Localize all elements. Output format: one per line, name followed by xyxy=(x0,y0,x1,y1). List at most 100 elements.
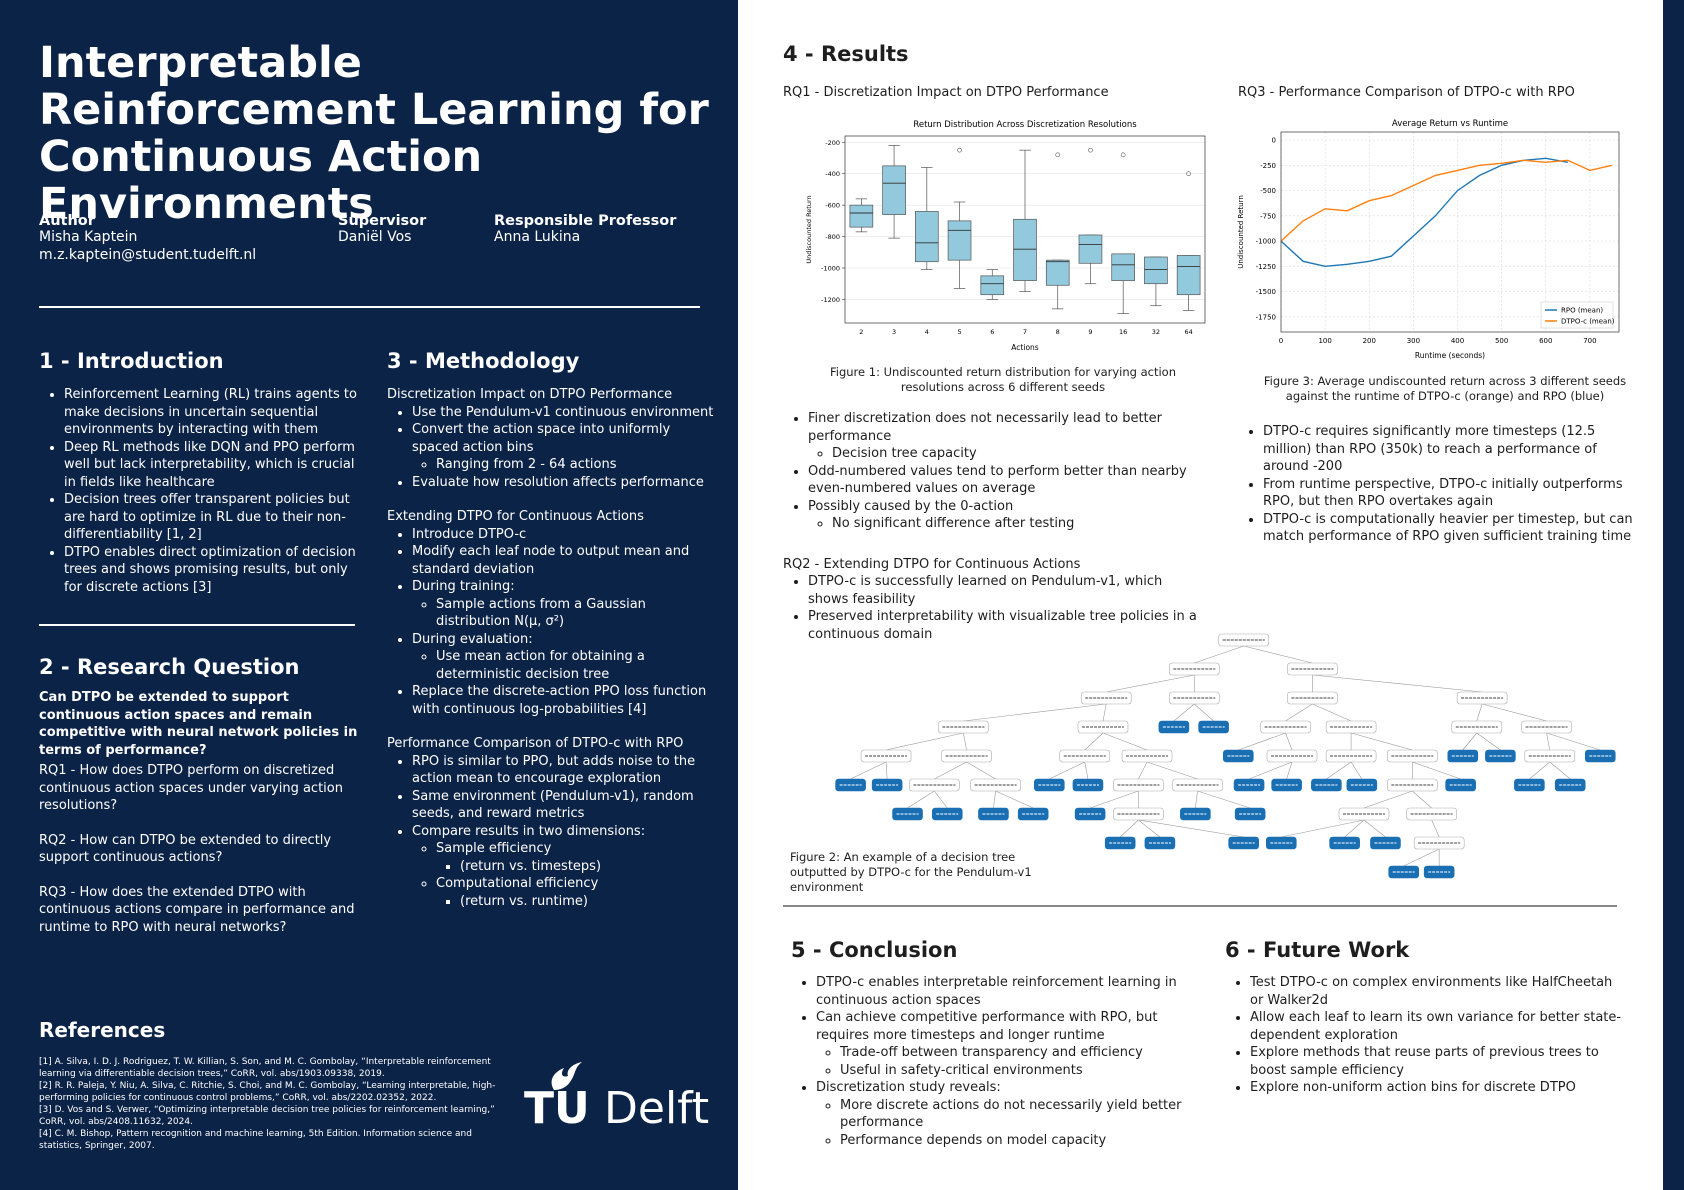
email: m.z.kaptein@student.tudelft.nl xyxy=(39,246,257,263)
bullet-list: Sample efficiency(return vs. timesteps)C… xyxy=(412,840,717,910)
tree-edge xyxy=(1090,790,1139,809)
bullet: Explore methods that reuse parts of prev… xyxy=(1250,1044,1625,1079)
bullet-text: Replace the discrete-action PPO loss fun… xyxy=(412,684,707,717)
reference: [2] R. R. Paleja, Y. Niu, A. Silva, C. R… xyxy=(39,1081,496,1103)
bullet-text: Can achieve competitive performance with… xyxy=(816,1010,1158,1043)
reference: [3] D. Vos and S. Verwer, “Optimizing in… xyxy=(39,1105,495,1127)
bullet: Preserved interpretability with visualiz… xyxy=(808,608,1203,643)
tree-edge xyxy=(1138,761,1148,780)
y-tick-label: -200 xyxy=(825,139,840,147)
bullet-text: Possibly caused by the 0-action xyxy=(808,498,1014,514)
tree-edge xyxy=(1462,732,1477,751)
tree-edge xyxy=(966,761,996,780)
tree-edge xyxy=(1412,761,1461,780)
bullet-list: (return vs. runtime) xyxy=(436,893,717,911)
bullet: Trade-off between transparency and effic… xyxy=(840,1044,1191,1062)
bullet: Sample efficiency (return vs. timesteps) xyxy=(436,840,717,875)
bullet-list: Use the Pendulum-v1 continuous environme… xyxy=(387,404,717,492)
caption: Figure 3: Average undiscounted return ac… xyxy=(1263,374,1627,403)
tree-edge xyxy=(1146,761,1198,780)
subheading: RQ1 - Discretization Impact on DTPO Perf… xyxy=(783,85,1109,100)
bullet-list: Use mean action for obtaining a determin… xyxy=(412,648,717,683)
question: RQ3 - How does the extended DTPO with co… xyxy=(39,884,355,935)
bullet-text: Computational efficiency xyxy=(436,876,599,891)
subheading: RQ2 - Extending DTPO for Continuous Acti… xyxy=(783,557,1081,572)
bullet: Possibly caused by the 0-action No signif… xyxy=(808,498,1203,533)
tree-edge xyxy=(1312,674,1483,693)
tree-edge xyxy=(934,790,948,809)
box xyxy=(947,220,972,261)
tree-edge xyxy=(1546,732,1601,751)
tree-edge xyxy=(1049,761,1085,780)
bullet-text: Ranging from 2 - 64 actions xyxy=(436,457,617,472)
bullet: DTPO-c is computationally heavier per ti… xyxy=(1263,511,1638,546)
name: Misha Kaptein xyxy=(39,229,138,245)
x-tick-label: 300 xyxy=(1407,337,1420,345)
x-tick-label: 7 xyxy=(1023,328,1027,336)
rq3-list: DTPO-c requires significantly more times… xyxy=(1238,423,1638,546)
x-tick-label: 3 xyxy=(892,328,896,336)
box xyxy=(915,211,939,263)
bullet-text: Trade-off between transparency and effic… xyxy=(840,1045,1143,1060)
divider xyxy=(39,306,700,308)
bullet: During evaluation: Use mean action for ob… xyxy=(412,631,717,684)
tree-edge xyxy=(1084,732,1104,751)
tree-leaf xyxy=(931,807,963,821)
bullet-text: Useful in safety-critical environments xyxy=(840,1062,1083,1078)
y-tick-label: -1500 xyxy=(1256,288,1276,296)
bullet-text: Compare results in two dimensions: xyxy=(412,823,646,839)
x-tick-label: 32 xyxy=(1152,328,1160,336)
outlier xyxy=(1055,152,1061,158)
bullet-text: Preserved interpretability with visualiz… xyxy=(808,609,1197,642)
bullet-list: Trade-off between transparency and effic… xyxy=(816,1044,1191,1079)
tree-edge xyxy=(1350,761,1363,780)
bullet: Decision trees offer transparent policie… xyxy=(64,491,359,544)
tree-edge xyxy=(1549,761,1571,780)
tree-leaf xyxy=(1447,749,1479,763)
rq1-list: Finer discretization does not necessaril… xyxy=(783,410,1203,533)
figure-1: Return Distribution Across Discretizatio… xyxy=(805,120,1206,352)
tree-edge xyxy=(1119,819,1139,838)
y-tick-label: -1000 xyxy=(1256,238,1276,246)
tree-edge xyxy=(1194,703,1214,722)
box xyxy=(882,165,906,215)
bullet-list: DTPO-c requires significantly more times… xyxy=(1238,423,1638,546)
legend-box xyxy=(1540,301,1614,329)
bullet-list: DTPO-c enables interpretable reinforceme… xyxy=(791,974,1191,1149)
methodology: Discretization Impact on DTPO Performanc… xyxy=(387,386,717,910)
x-tick-label: 9 xyxy=(1088,328,1092,336)
outlier xyxy=(957,147,962,153)
x-tick-label: 8 xyxy=(1056,328,1060,336)
tree-edge xyxy=(885,761,888,780)
bullet-text: Use the Pendulum-v1 continuous environme… xyxy=(412,404,714,420)
tree-leaf xyxy=(1346,778,1378,792)
bullet-text: Sample actions from a Gaussian distribut… xyxy=(436,596,646,630)
bullet-list: Reinforcement Learning (RL) trains agent… xyxy=(39,386,359,596)
x-tick-label: 700 xyxy=(1583,337,1596,345)
x-tick-label: 100 xyxy=(1318,337,1331,345)
bullet-text: Discretization study reveals: xyxy=(816,1080,1001,1095)
name: Daniël Vos xyxy=(338,229,412,245)
bullet-text: RPO is similar to PPO, but adds noise to… xyxy=(412,753,696,787)
tree-edge xyxy=(1285,703,1313,722)
bullet: Same environment (Pendulum-v1), random s… xyxy=(412,788,717,823)
bullet-text: During evaluation: xyxy=(412,631,533,647)
bullet: Use mean action for obtaining a determin… xyxy=(436,648,717,683)
tree-edge xyxy=(1286,761,1293,780)
x-axis-label: Runtime (seconds) xyxy=(1415,351,1485,360)
role: Author xyxy=(39,213,95,229)
chart-title: Average Return vs Runtime xyxy=(1392,119,1508,129)
bullet: More discrete actions do not necessarily… xyxy=(840,1097,1191,1132)
bullet-text: Reinforcement Learning (RL) trains agent… xyxy=(64,387,357,437)
bullet-list: Decision tree capacity xyxy=(808,445,1203,463)
bullet: Useful in safety-critical environments xyxy=(840,1062,1191,1080)
tree-edge xyxy=(1476,703,1483,722)
bullet-text: Performance depends on model capacity xyxy=(840,1132,1107,1148)
tree-edge xyxy=(850,761,887,780)
future-list: Test DTPO-c on complex environments like… xyxy=(1225,974,1625,1097)
bullet: (return vs. runtime) xyxy=(460,893,717,911)
bullet: Convert the action space into uniformly … xyxy=(412,421,717,474)
tree-edge xyxy=(1084,761,1089,780)
bullet: Sample actions from a Gaussian distribut… xyxy=(436,596,717,631)
method-group: Performance Comparison of DTPO-c with RP… xyxy=(387,735,717,910)
